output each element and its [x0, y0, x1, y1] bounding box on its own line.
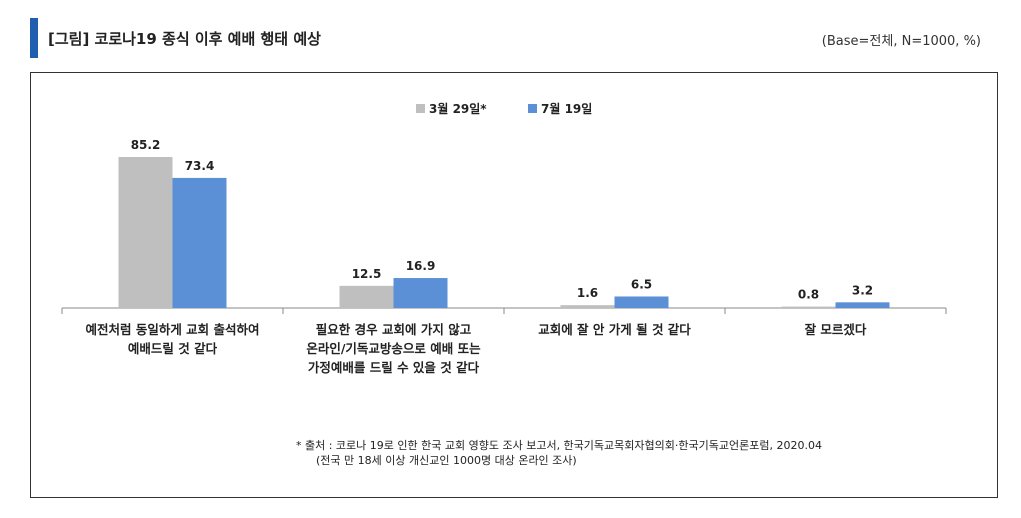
bar-value-label: 0.8 — [798, 288, 819, 302]
bar-value-label: 16.9 — [406, 259, 436, 273]
legend-jul19-swatch — [528, 104, 537, 113]
category-label: 교회에 잘 안 가게 될 것 같다 — [538, 322, 691, 337]
bar-value-label: 12.5 — [352, 267, 382, 281]
bar-value-label: 1.6 — [577, 286, 598, 300]
category-label: 온라인/기독교방송으로 예배 또는 — [306, 341, 481, 356]
category-label: 예전처럼 동일하게 교회 출석하여 — [85, 322, 259, 337]
category-label: 예배드릴 것 같다 — [128, 341, 218, 356]
source-line-1: * 출처 : 코로나 19로 인한 한국 교회 영향도 조사 보고서, 한국기독… — [296, 439, 822, 452]
chart-frame — [30, 72, 998, 498]
bar-jul19 — [835, 302, 890, 308]
chart-title: [그림] 코로나19 종식 이후 예배 행태 예상 — [48, 30, 321, 48]
legend-mar29-swatch — [416, 104, 425, 113]
bar-jul19 — [172, 177, 227, 308]
bar-jul19 — [393, 278, 448, 308]
category-label: 잘 모르겠다 — [805, 322, 867, 337]
bar-mar29 — [118, 157, 173, 308]
legend-jul19-label: 7월 19일 — [541, 101, 592, 116]
source-line-2: (전국 만 18세 이상 개신교인 1000명 대상 온라인 조사) — [316, 454, 577, 467]
category-label: 필요한 경우 교회에 가지 않고 — [316, 322, 472, 337]
title-accent-bar — [30, 18, 38, 58]
base-note: (Base=전체, N=1000, %) — [821, 34, 981, 49]
bar-value-label: 3.2 — [852, 283, 873, 297]
bar-jul19 — [614, 296, 669, 308]
bar-value-label: 85.2 — [131, 138, 161, 152]
source-note: * 출처 : 코로나 19로 인한 한국 교회 영향도 조사 보고서, 한국기독… — [296, 438, 822, 468]
bar-value-label: 73.4 — [185, 159, 215, 173]
legend-mar29-label: 3월 29일* — [429, 101, 487, 116]
bar-mar29 — [560, 305, 615, 308]
bar-mar29 — [781, 306, 836, 308]
category-label: 가정예배를 드릴 수 있을 것 같다 — [308, 360, 480, 375]
bar-value-label: 6.5 — [631, 277, 652, 291]
bar-mar29 — [339, 285, 394, 308]
